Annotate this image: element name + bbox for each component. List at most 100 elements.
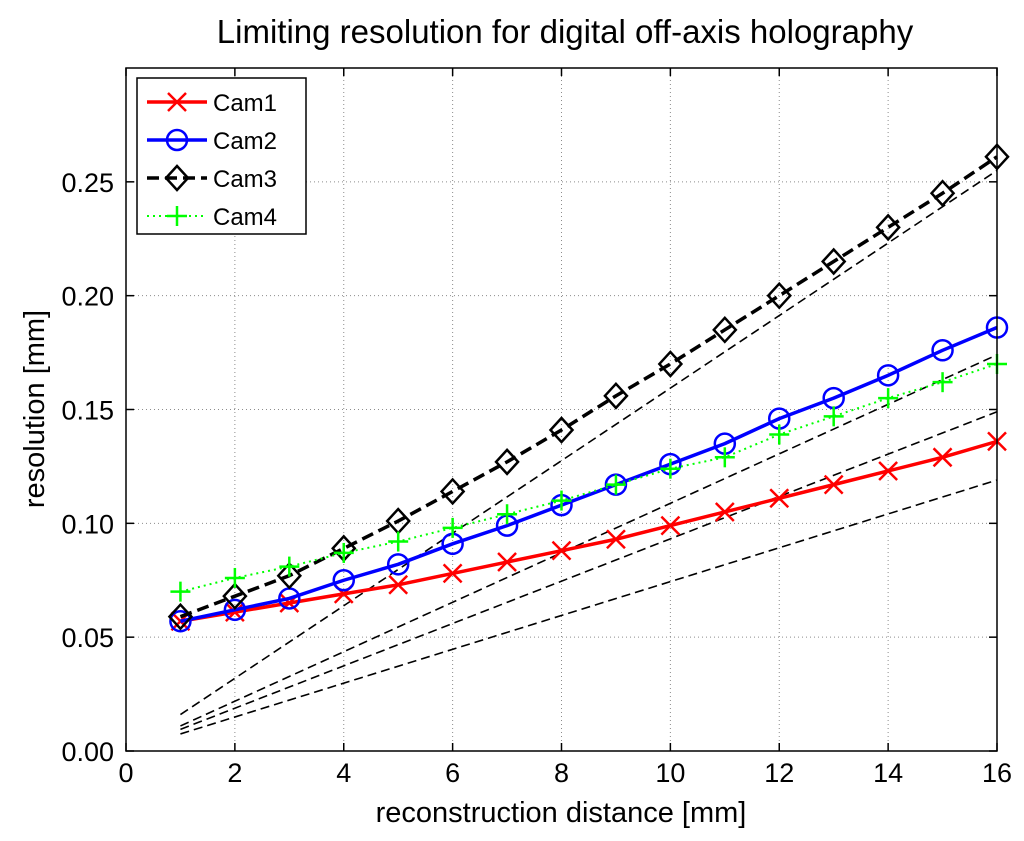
reference-line — [180, 354, 998, 727]
data-point-marker-x — [551, 540, 572, 561]
series-line-cam1 — [180, 439, 998, 623]
data-point-marker-diamond — [164, 164, 190, 192]
data-point-marker-x — [167, 92, 187, 112]
data-point-marker-plus — [224, 567, 245, 588]
x-tick-label: 14 — [873, 758, 903, 788]
marker-stroke — [932, 447, 953, 468]
marker-stroke — [660, 515, 681, 536]
data-point-marker-diamond — [820, 247, 847, 276]
series-cam3 — [167, 142, 1010, 631]
data-point-marker-x — [878, 461, 899, 481]
marker-stroke — [388, 574, 409, 595]
data-point-marker-plus — [170, 581, 191, 602]
reference-line — [180, 411, 998, 731]
marker-stroke — [878, 461, 899, 481]
data-point-marker-x — [714, 502, 735, 522]
legend-box — [136, 77, 307, 235]
legend-item-cam2: Cam2 — [147, 128, 277, 155]
marker-stroke — [551, 540, 572, 561]
data-point-marker-circle — [165, 128, 189, 152]
legend-item-cam4: Cam4 — [147, 204, 277, 231]
data-point-marker-plus — [333, 542, 354, 563]
data-point-marker-plus — [660, 458, 681, 479]
data-point-marker-plus — [932, 372, 953, 393]
y-tick-label: 0.10 — [61, 509, 114, 539]
data-point-marker-diamond — [222, 582, 248, 611]
data-point-marker-diamond — [494, 448, 520, 476]
x-tick-label: 4 — [336, 758, 351, 788]
x-tick-label: 2 — [227, 758, 242, 788]
data-point-marker-x — [606, 529, 626, 550]
data-point-marker-plus — [167, 206, 187, 226]
data-point-marker-plus — [497, 504, 518, 525]
data-point-marker-plus — [714, 447, 735, 468]
data-point-marker-x — [769, 488, 790, 509]
data-point-marker-circle — [223, 598, 247, 622]
x-tick-label: 10 — [655, 758, 685, 788]
data-point-marker-circle — [876, 364, 900, 387]
data-point-marker-plus — [279, 556, 300, 577]
data-point-marker-x — [823, 474, 844, 495]
series-line-cam4 — [180, 363, 998, 593]
legend-label: Cam4 — [213, 204, 277, 231]
data-point-marker-diamond — [929, 179, 956, 208]
y-axis-label: resolution [mm] — [19, 310, 51, 508]
legend-label: Cam3 — [213, 166, 277, 193]
data-point-marker-circle — [332, 569, 355, 592]
data-point-marker-plus — [605, 474, 626, 495]
marker-stroke — [769, 488, 790, 509]
series-cam4 — [170, 353, 1007, 602]
series-cam1 — [170, 431, 1007, 632]
marker-stroke — [714, 502, 735, 522]
marker-stroke — [497, 552, 517, 572]
data-point-marker-diamond — [712, 315, 738, 344]
data-point-marker-plus — [551, 490, 572, 511]
legend-label: Cam2 — [213, 128, 277, 155]
axis-ticks: 0 2 4 6 8 10 12 14 16 0.00 0.05 0.10 0.15 0.20 0.25 — [61, 68, 1012, 788]
reference-line — [180, 479, 998, 735]
legend-item-cam3: Cam3 — [147, 164, 277, 193]
legend-item-cam1: Cam1 — [147, 90, 277, 117]
data-point-marker-plus — [442, 517, 463, 538]
legend[interactable]: Cam1 Cam2 Cam3 Cam4 — [136, 77, 307, 235]
series-line-cam3 — [179, 155, 998, 619]
x-axis-label: reconstruction distance [mm] — [376, 797, 747, 829]
x-tick-label: 16 — [982, 758, 1012, 788]
data-point-marker-circle — [169, 609, 192, 633]
marker-stroke — [442, 563, 463, 584]
data-point-marker-x — [497, 552, 517, 572]
data-point-marker-diamond — [276, 561, 303, 590]
series-line-cam2 — [180, 325, 998, 623]
data-point-marker-plus — [823, 406, 844, 427]
data-point-marker-diamond — [548, 416, 575, 444]
series-layer — [167, 142, 1010, 633]
reference-lines — [179, 169, 998, 735]
x-tick-label: 6 — [445, 758, 460, 788]
data-point-marker-diamond — [439, 477, 466, 506]
data-point-marker-circle — [931, 339, 954, 362]
data-point-marker-plus — [769, 424, 790, 445]
data-point-marker-diamond — [603, 381, 629, 410]
data-point-marker-circle — [386, 553, 410, 576]
data-point-marker-x — [932, 447, 953, 468]
x-tick-label: 0 — [118, 758, 133, 788]
data-point-marker-x — [388, 574, 409, 595]
y-tick-label: 0.05 — [61, 623, 114, 653]
y-tick-label: 0.15 — [61, 396, 114, 426]
data-point-marker-plus — [388, 531, 409, 552]
y-tick-label: 0.25 — [61, 168, 114, 198]
data-point-marker-diamond — [766, 281, 792, 310]
legend-label: Cam1 — [213, 90, 277, 117]
x-tick-label: 8 — [554, 758, 569, 788]
data-point-marker-diamond — [167, 602, 194, 631]
data-point-marker-x — [660, 515, 681, 536]
marker-stroke — [167, 92, 187, 112]
data-point-marker-diamond — [657, 350, 684, 378]
x-tick-label: 12 — [764, 758, 794, 788]
chart-title: Limiting resolution for digital off-axis… — [217, 13, 914, 50]
marker-stroke — [606, 529, 626, 550]
data-point-marker-x — [442, 563, 463, 584]
y-tick-label: 0.20 — [61, 282, 114, 312]
